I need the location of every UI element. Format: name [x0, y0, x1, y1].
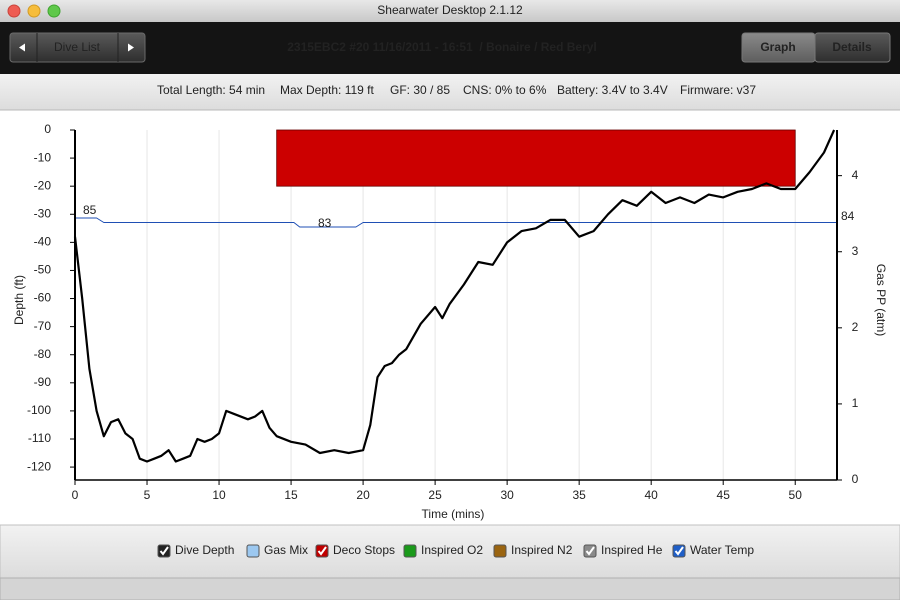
y2-tick-label: 0: [852, 472, 859, 486]
legend-label[interactable]: Inspired N2: [511, 543, 573, 557]
zoom-button[interactable]: [47, 4, 61, 18]
legend-bar: [0, 524, 900, 579]
legend-checkbox[interactable]: [246, 544, 260, 558]
y2-tick-label: 1: [852, 396, 859, 410]
x-tick-label: 35: [572, 488, 586, 502]
y2-tick-label: 2: [852, 320, 859, 334]
legend-label[interactable]: Water Temp: [690, 543, 754, 557]
x-tick-label: 45: [717, 488, 731, 502]
dive-heading: 2315EBC2 #20 11/16/2011 - 16:51 / Bonair…: [287, 40, 597, 54]
y-tick-label: -20: [34, 178, 52, 192]
series-line: [75, 217, 837, 228]
x-tick-label: 0: [72, 488, 79, 502]
y-tick-label: -50: [34, 263, 52, 277]
chart: 0 5 10 15 20 25 30 35 40 45 500-10-20-30-40-50-60-…: [12, 122, 888, 521]
tab-label: Graph: [760, 40, 795, 54]
x-tick-label: 30: [500, 488, 514, 502]
legend-label[interactable]: Deco Stops: [333, 543, 395, 557]
y-tick-label: 0: [44, 122, 51, 136]
y-tick-label: -70: [34, 319, 52, 333]
y-tick-label: -80: [34, 347, 52, 361]
info-item: Battery: 3.4V to 3.4V: [557, 83, 668, 97]
legend-label[interactable]: Inspired O2: [421, 543, 483, 557]
deco-stop: [276, 129, 796, 187]
title-bar: [0, 0, 900, 22]
info-item: Max Depth: 119 ft: [280, 83, 374, 97]
window-title: Shearwater Desktop 2.1.12: [377, 3, 523, 17]
x-tick-label: 10: [212, 488, 226, 502]
dive-list-button[interactable]: Dive List: [54, 40, 101, 54]
x-tick-label: 15: [284, 488, 298, 502]
tab-label: Details: [832, 40, 872, 54]
y-tick-label: -40: [34, 235, 52, 249]
y-tick-label: -60: [34, 291, 52, 305]
nav-group: [9, 32, 146, 63]
x-axis-label: Time (mins): [422, 507, 485, 521]
temp-label: 85: [83, 203, 97, 217]
legend-label[interactable]: Dive Depth: [175, 543, 234, 557]
temp-label: 84: [841, 209, 855, 223]
info-item: Total Length: 54 min: [157, 83, 265, 97]
legend-label[interactable]: Inspired He: [601, 543, 663, 557]
status-bar: [0, 577, 900, 600]
legend-checkbox[interactable]: [493, 544, 507, 558]
x-tick-label: 25: [428, 488, 442, 502]
series-line: [73, 129, 836, 463]
x-tick-label: 5: [144, 488, 151, 502]
info-bar: [0, 74, 900, 110]
close-button[interactable]: [7, 4, 21, 18]
checkmark: [674, 546, 684, 556]
y-axis-label: Depth (ft): [12, 275, 26, 325]
prev-button[interactable]: [19, 43, 25, 52]
info-item: GF: 30 / 85: [390, 83, 450, 97]
y2-tick-label: 3: [852, 244, 859, 258]
minimize-button[interactable]: [27, 4, 41, 18]
checkmark: [317, 546, 327, 556]
y-tick-label: -90: [34, 375, 52, 389]
y-tick-label: -100: [27, 403, 51, 417]
y-tick-label: -30: [34, 206, 52, 220]
x-tick-label: 20: [356, 488, 370, 502]
legend-checkbox[interactable]: [403, 544, 417, 558]
next-button[interactable]: [128, 43, 134, 52]
temp-label: 83: [318, 216, 332, 230]
y2-axis-label: Gas PP (atm): [874, 264, 888, 336]
y-tick-label: -120: [27, 459, 51, 473]
y-tick-label: -110: [28, 431, 51, 445]
info-item: Firmware: v37: [680, 83, 756, 97]
info-item: CNS: 0% to 6%: [463, 83, 547, 97]
x-tick-label: 40: [645, 488, 659, 502]
y-tick-label: -10: [34, 150, 52, 164]
legend-label[interactable]: Gas Mix: [264, 543, 308, 557]
details-tab[interactable]: [814, 32, 891, 63]
x-tick-label: 50: [789, 488, 803, 502]
checkmark: [159, 546, 169, 556]
y2-tick-label: 4: [852, 168, 859, 182]
checkmark: [585, 546, 595, 556]
